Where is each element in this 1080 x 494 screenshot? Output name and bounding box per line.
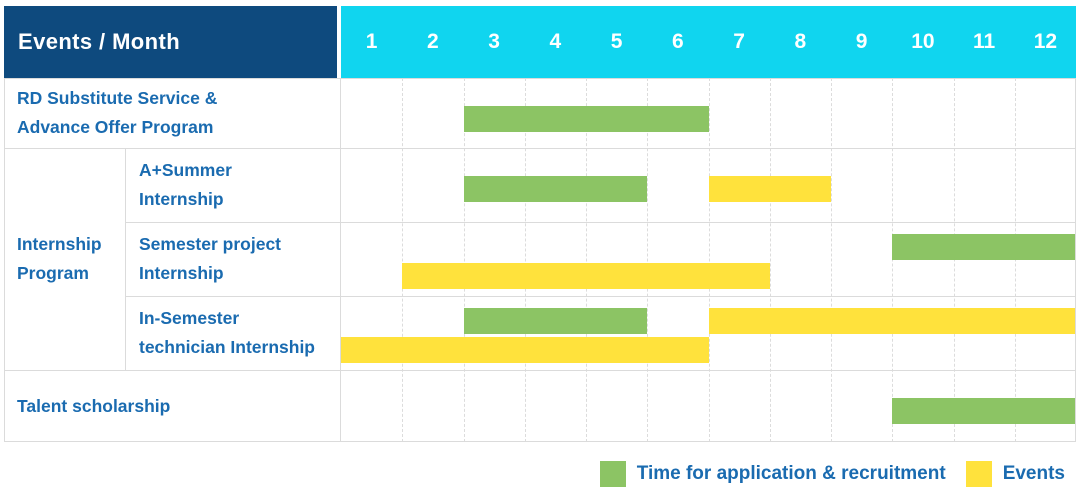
row-label-line: A+Summer [139,160,232,180]
month-header-cell: 9 [855,30,868,53]
row-label: In-Semester technician Internship [126,296,340,370]
group-label-line: Program [17,263,89,283]
month-header-cell: 7 [733,30,745,53]
row-label: Talent scholarship [4,370,340,442]
month-gridline [586,78,587,442]
month-header-cell: 8 [794,30,807,53]
group-divider-line [125,148,126,370]
row-label-line: Advance Offer Program [17,117,214,137]
group-label-line: Internship [17,234,102,254]
gantt-bar-application [892,234,1076,260]
months-header: 1 2 3 4 5 6 7 8 9 10 11 12 [341,6,1076,78]
events-month-header-cell: Events / Month [4,6,337,78]
month-header-cell: 12 [1033,30,1058,53]
label-chart-divider [340,78,341,442]
table-title: Events / Month [18,29,181,54]
gantt-bar-application [463,308,648,334]
month-gridline [769,78,771,442]
month-gridline [463,78,465,442]
gantt-bar-application [892,398,1076,424]
body-right-border [1075,78,1076,442]
month-gridline [1014,78,1016,442]
body-top-border [4,78,1076,79]
month-gridline [831,78,832,442]
month-gridline [524,78,526,442]
gantt-body: RD Substitute Service & Advance Offer Pro… [4,78,1076,442]
row-label-line: Internship [139,189,224,209]
legend-label-application: Time for application & recruitment [636,463,946,484]
gantt-bar-event [708,308,1076,334]
row-label-line: RD Substitute Service & [17,88,218,108]
row-label-line: In-Semester [139,308,240,328]
group-label: Internship Program [4,148,125,370]
body-bottom-border [4,441,1076,442]
row-border [4,370,1076,371]
legend-item-events: Events [965,461,1065,487]
month-header-cell: 11 [973,30,996,53]
month-header-cell: 3 [488,30,500,53]
month-header-cell: 6 [672,30,684,53]
legend-item-application: Time for application & recruitment [599,461,946,487]
month-gridline [708,78,710,442]
row-label-line: technician Internship [139,337,315,357]
month-header-cell: 2 [427,30,439,53]
month-header-cell: 1 [365,30,378,53]
row-border [4,148,1076,149]
row-border [125,296,1076,297]
yellow-swatch-icon [965,461,992,487]
green-swatch-icon [599,461,626,487]
month-header-cell: 10 [911,30,935,53]
legend-label-events: Events [1002,463,1065,484]
month-gridline [892,78,894,442]
row-border [125,222,1076,223]
month-gridline [953,78,955,442]
row-label: A+Summer Internship [126,148,340,222]
row-label-line: Talent scholarship [17,395,171,416]
schedule-table: Events / Month 1 2 3 4 5 6 7 8 9 10 11 12 RD Substi… [4,6,1076,442]
row-label-line: Internship [139,263,224,283]
gantt-bar-application [463,176,648,202]
gantt-bar-application [463,106,709,132]
gantt-bar-event [402,263,770,289]
row-label: RD Substitute Service & Advance Offer Pro… [4,78,340,148]
row-label-line: Semester project [139,234,282,254]
month-gridline [647,78,649,442]
gantt-bar-event [708,176,831,202]
gantt-bar-event [341,337,709,363]
month-header-cell: 5 [610,30,623,53]
month-gridline [402,78,404,442]
row-label: Semester project Internship [126,222,340,296]
body-left-border [4,78,5,442]
month-header-cell: 4 [549,30,562,53]
legend: Time for application & recruitment Event… [599,459,1065,489]
